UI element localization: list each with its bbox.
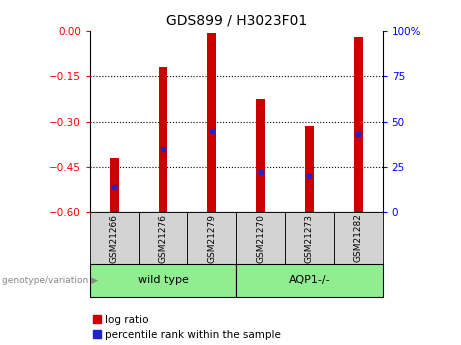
Title: GDS899 / H3023F01: GDS899 / H3023F01 <box>165 13 307 27</box>
Bar <box>110 158 118 212</box>
Bar <box>236 212 285 264</box>
Bar <box>159 67 167 212</box>
Text: GSM21279: GSM21279 <box>207 214 216 263</box>
Bar <box>188 212 236 264</box>
Bar <box>90 212 139 264</box>
Text: GSM21273: GSM21273 <box>305 214 314 263</box>
Text: AQP1-/-: AQP1-/- <box>289 275 330 285</box>
Text: GSM21270: GSM21270 <box>256 214 265 263</box>
Bar <box>354 37 363 212</box>
Text: wild type: wild type <box>138 275 189 285</box>
Text: GSM21282: GSM21282 <box>354 214 363 263</box>
Bar <box>256 99 265 212</box>
Bar <box>305 126 314 212</box>
Text: GSM21276: GSM21276 <box>159 214 168 263</box>
Bar <box>207 32 216 212</box>
Bar <box>236 264 383 297</box>
Legend: log ratio, percentile rank within the sample: log ratio, percentile rank within the sa… <box>93 315 281 340</box>
Text: GSM21266: GSM21266 <box>110 214 119 263</box>
Text: genotype/variation ▶: genotype/variation ▶ <box>2 276 98 285</box>
Bar <box>90 264 236 297</box>
Bar <box>285 212 334 264</box>
Bar <box>334 212 383 264</box>
Bar <box>139 212 188 264</box>
